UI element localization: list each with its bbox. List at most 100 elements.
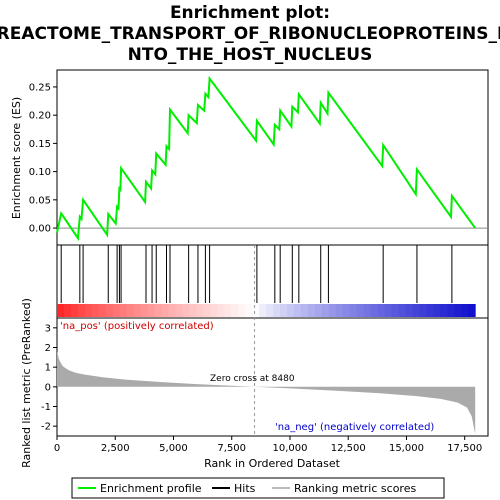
colorbar-segment [231,304,239,317]
colorbar-segment [405,304,413,317]
metric-y-tick-label: 1 [45,363,51,374]
legend-es-label: Enrichment profile [100,482,202,495]
colorbar-segment [433,304,441,317]
x-tick-label: 12,500 [331,443,366,454]
x-tick-label: 7,500 [217,443,246,454]
colorbar-segment [328,304,337,317]
es-y-tick-label: 0.25 [29,82,51,93]
legend-hits-label: Hits [234,482,256,495]
colorbar-segment [57,304,65,317]
es-series-line [56,75,477,242]
colorbar-segment [426,304,434,317]
colorbar-segment [300,304,309,317]
colorbar-segment [293,304,302,317]
colorbar-segment [245,304,253,317]
colorbar-segment [70,304,79,317]
colorbar-segment [84,304,93,317]
es-y-tick-label: 0.05 [29,195,51,206]
colorbar-segment [342,304,351,317]
colorbar-segment [91,304,100,317]
colorbar-segment [203,304,211,317]
x-tick-label: 2,500 [101,443,130,454]
colorbar-segment [63,304,72,317]
colorbar-segment [440,304,448,317]
colorbar-segment [349,304,358,317]
colorbar-segment [210,304,218,317]
colorbar-segment [287,304,295,317]
metric-area-group [57,245,476,436]
metric-y-tick-label: 3 [45,323,51,334]
colorbar-segment [412,304,420,317]
colorbar-segment [140,304,149,317]
colorbar-segment [217,304,225,317]
title-line-1: Enrichment plot: [170,3,330,23]
colorbar-segment [126,304,135,317]
colorbar-segment [147,304,156,317]
pos-annotation: 'na_pos' (positively correlated) [60,321,214,332]
x-axis: 0 2,500 5,000 7,500 10,000 12,500 15,000 17,500 [54,436,482,454]
x-tick-label: 0 [54,443,60,454]
colorbar-segment [419,304,427,317]
legend-box [71,477,445,499]
colorbar-segment [77,304,86,317]
colorbar-segment [196,304,204,317]
colorbar-segment [182,304,190,317]
colorbar-segment [259,304,267,317]
metric-y-tick-label: -2 [41,422,51,433]
colorbar-segment [307,304,316,317]
title-line-3: NTO_THE_HOST_NUCLEUS [128,45,373,65]
colorbar-segment [363,304,372,317]
es-y-tick-label: 0.20 [29,111,51,122]
es-y-label: Enrichment score (ES) [10,97,23,219]
colorbar-segment [168,304,176,317]
colorbar-segment [105,304,114,317]
colorbar-segment [112,304,121,317]
metric-y-label: Ranked list metric (PreRanked) [20,298,33,468]
colorbar-segment [252,304,260,317]
colorbar-segment [384,304,393,317]
x-tick-label: 5,000 [159,443,188,454]
colorbar-segment [133,304,142,317]
colorbar-segment [189,304,197,317]
zero-cross-annotation: Zero cross at 8480 [210,374,295,384]
colorbar-segment [391,304,400,317]
colorbar-segment [468,304,476,317]
colorbar-segment [266,304,274,317]
colorbar-segment [154,304,163,317]
es-line-group [56,75,477,242]
colorbar-segment [273,304,281,317]
colorbar-segment [335,304,344,317]
hits-group [60,245,453,303]
colorbar-segment [161,304,170,317]
es-panel [56,69,489,246]
metric-y-axis: -2 -1 0 1 2 3 [41,323,57,433]
colorbar-segment [314,304,323,317]
x-tick-label: 17,500 [447,443,482,454]
colorbar-segment [175,304,183,317]
es-y-tick-label: 0.00 [29,224,51,235]
legend-metric-label: Ranking metric scores [294,482,416,495]
es-y-tick-label: 0.10 [29,167,51,178]
colorbar-segment [454,304,462,317]
metric-area [57,351,476,434]
ranking-colorbar [57,304,476,317]
colorbar-segment [238,304,246,317]
colorbar-segment [280,304,288,317]
metric-y-tick-label: 0 [45,382,51,393]
colorbar-segment [377,304,386,317]
title-line-2: REACTOME_TRANSPORT_OF_RIBONUCLEOPROTEINS… [0,24,500,44]
metric-y-tick-label: -1 [41,402,51,413]
metric-y-tick-label: 2 [45,343,51,354]
colorbar-segment [119,304,128,317]
x-label: Rank in Ordered Dataset [204,457,341,470]
colorbar-segment [398,304,406,317]
colorbar-segment [370,304,379,317]
x-tick-label: 15,000 [389,443,424,454]
metric-panel [56,317,489,437]
colorbar-segment [321,304,330,317]
neg-annotation: 'na_neg' (negatively correlated) [275,422,434,433]
es-y-tick-label: 0.15 [29,139,51,150]
x-tick-label: 10,000 [272,443,307,454]
colorbar-segment [98,304,107,317]
